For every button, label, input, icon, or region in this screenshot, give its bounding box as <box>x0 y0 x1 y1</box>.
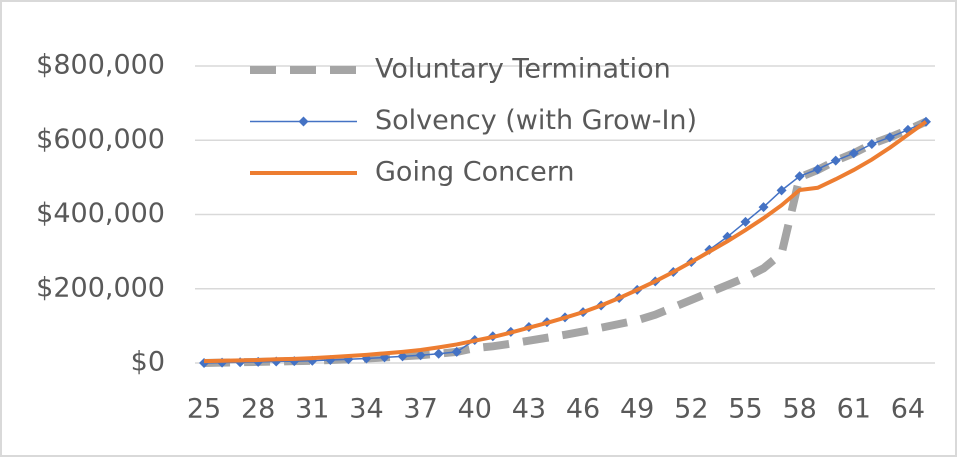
series-marker <box>830 155 841 166</box>
x-tick-label: 25 <box>187 394 221 425</box>
series-marker <box>433 348 444 359</box>
series-marker <box>415 350 426 361</box>
legend-label: Voluntary Termination <box>375 54 671 85</box>
y-tick-label: $800,000 <box>36 50 165 81</box>
series-marker <box>776 185 787 196</box>
legend-marker <box>298 116 309 127</box>
series-marker <box>884 132 895 143</box>
series-marker <box>812 164 823 175</box>
x-tick-label: 55 <box>728 394 762 425</box>
series-marker <box>794 171 805 182</box>
series-marker <box>740 216 751 227</box>
series-marker <box>451 346 462 357</box>
x-tick-label: 31 <box>295 394 329 425</box>
series-marker <box>866 138 877 149</box>
x-tick-label: 64 <box>891 394 925 425</box>
y-tick-label: $600,000 <box>36 124 165 155</box>
series-marker <box>758 202 769 213</box>
x-tick-label: 61 <box>837 394 871 425</box>
legend-label: Going Concern <box>375 157 574 188</box>
x-tick-label: 37 <box>403 394 437 425</box>
series-line <box>203 120 928 364</box>
x-tick-label: 40 <box>458 394 492 425</box>
legend-label: Solvency (with Grow-In) <box>375 105 697 136</box>
x-tick-label: 34 <box>349 394 383 425</box>
x-tick-label: 43 <box>512 394 546 425</box>
series-marker <box>848 148 859 159</box>
y-tick-label: $400,000 <box>36 198 165 229</box>
y-tick-label: $200,000 <box>36 272 165 303</box>
y-tick-label: $0 <box>131 347 165 378</box>
x-tick-label: 58 <box>782 394 816 425</box>
x-tick-label: 46 <box>566 394 600 425</box>
x-tick-label: 52 <box>674 394 708 425</box>
x-tick-label: 49 <box>620 394 654 425</box>
x-tick-label: 28 <box>241 394 275 425</box>
